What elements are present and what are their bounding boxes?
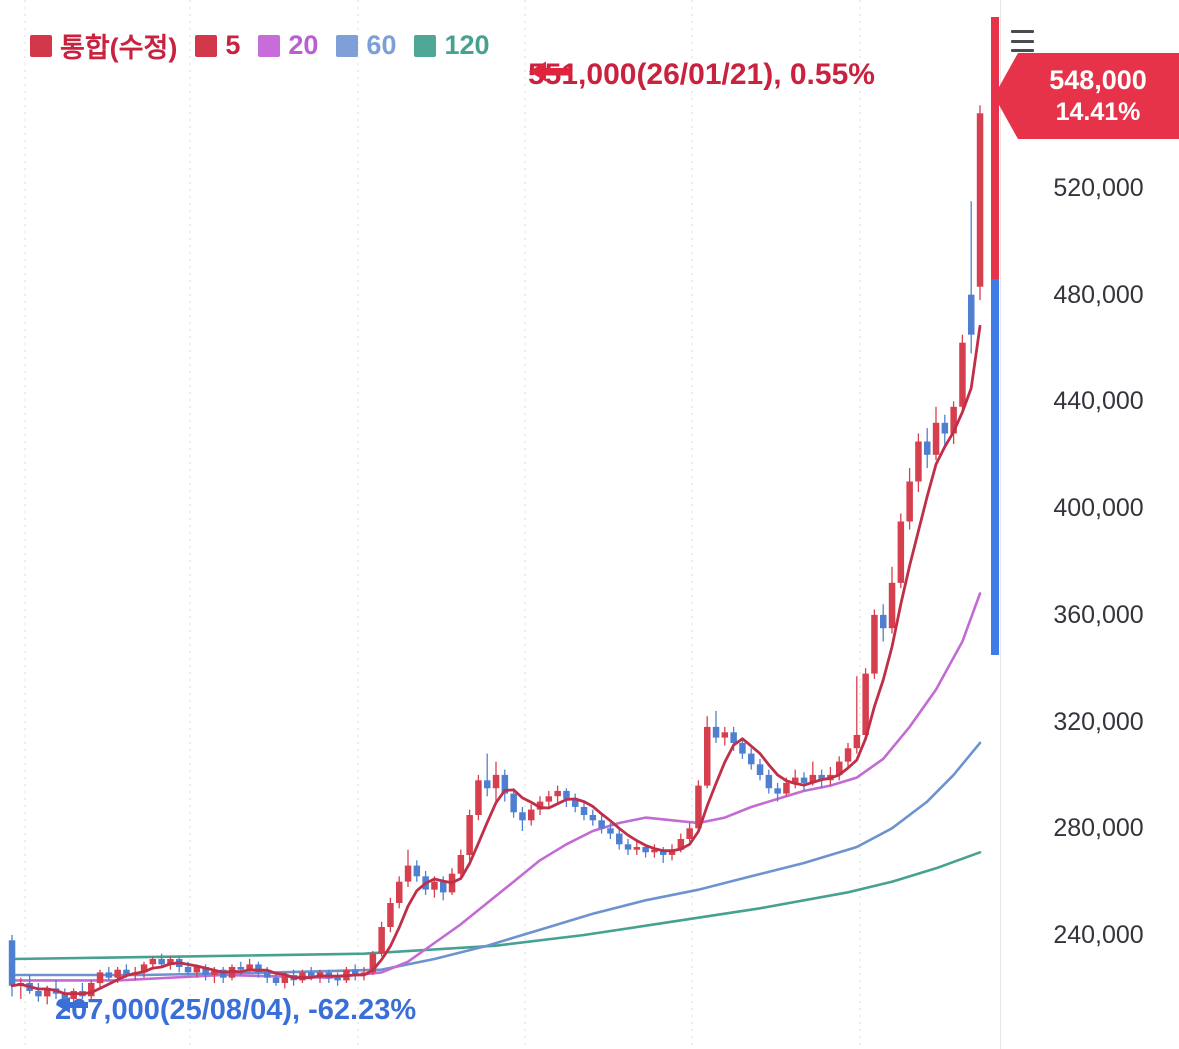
legend-label: 60 xyxy=(366,30,397,60)
menu-bar xyxy=(1011,30,1034,33)
range-indicator-down xyxy=(991,278,999,655)
legend-label: 120 xyxy=(444,30,490,60)
legend-main-label: 통합(수정) xyxy=(60,33,178,63)
price-axis-panel: 548,000 14.41% 520,000 480,000 440,000 400,… xyxy=(994,0,1179,1049)
legend-label: 5 xyxy=(225,30,241,60)
low-price-annotation: 207,000(25/08/04), -62.23% xyxy=(55,994,416,1027)
y-axis-label: 440,000 xyxy=(1053,387,1144,416)
left-arrow-icon xyxy=(56,997,88,1013)
menu-bar xyxy=(1011,39,1034,43)
range-indicator-up xyxy=(991,17,999,279)
chart-legend: 통합(수정) 5 20 60 120 xyxy=(30,26,490,65)
current-price-callout: 548,000 14.41% xyxy=(994,53,1179,139)
y-axis-label: 280,000 xyxy=(1053,814,1144,843)
y-axis-label: 480,000 xyxy=(1053,280,1144,309)
candlestick-chart[interactable]: 통합(수정) 5 20 60 120 551,000(26/01/21), 0.55%… xyxy=(0,0,1000,1049)
legend-item: 60 xyxy=(336,30,396,61)
left-arrow-icon xyxy=(529,61,571,82)
legend-swatch xyxy=(414,34,437,57)
high-price-annotation: 551,000(26/01/21), 0.55% xyxy=(528,58,875,92)
legend-swatch xyxy=(195,34,218,57)
legend-item: 120 xyxy=(414,30,490,61)
menu-bar xyxy=(1011,49,1034,52)
high-price-text: 551,000(26/01/21), 0.55% xyxy=(528,58,875,91)
y-axis-label: 320,000 xyxy=(1053,707,1144,736)
chart-canvas xyxy=(8,0,984,1049)
current-price: 548,000 xyxy=(1049,65,1147,96)
menu-icon[interactable] xyxy=(1011,30,1037,52)
legend-main: 통합(수정) xyxy=(30,26,177,65)
price-range-indicator xyxy=(991,0,999,1049)
y-axis-label: 520,000 xyxy=(1053,174,1144,202)
legend-main-swatch xyxy=(30,34,52,57)
legend-ma-items: 5 20 60 120 xyxy=(195,30,490,61)
change-percent: 14.41% xyxy=(1055,98,1141,127)
y-axis-label: 360,000 xyxy=(1053,600,1144,629)
legend-swatch xyxy=(336,34,359,57)
legend-item: 20 xyxy=(258,30,318,61)
legend-item: 5 xyxy=(195,30,240,61)
y-axis-label: 240,000 xyxy=(1053,921,1144,949)
low-price-text: 207,000(25/08/04), -62.23% xyxy=(55,994,417,1026)
y-axis-label: 400,000 xyxy=(1053,494,1144,523)
legend-swatch xyxy=(258,34,281,57)
legend-label: 20 xyxy=(288,30,319,60)
